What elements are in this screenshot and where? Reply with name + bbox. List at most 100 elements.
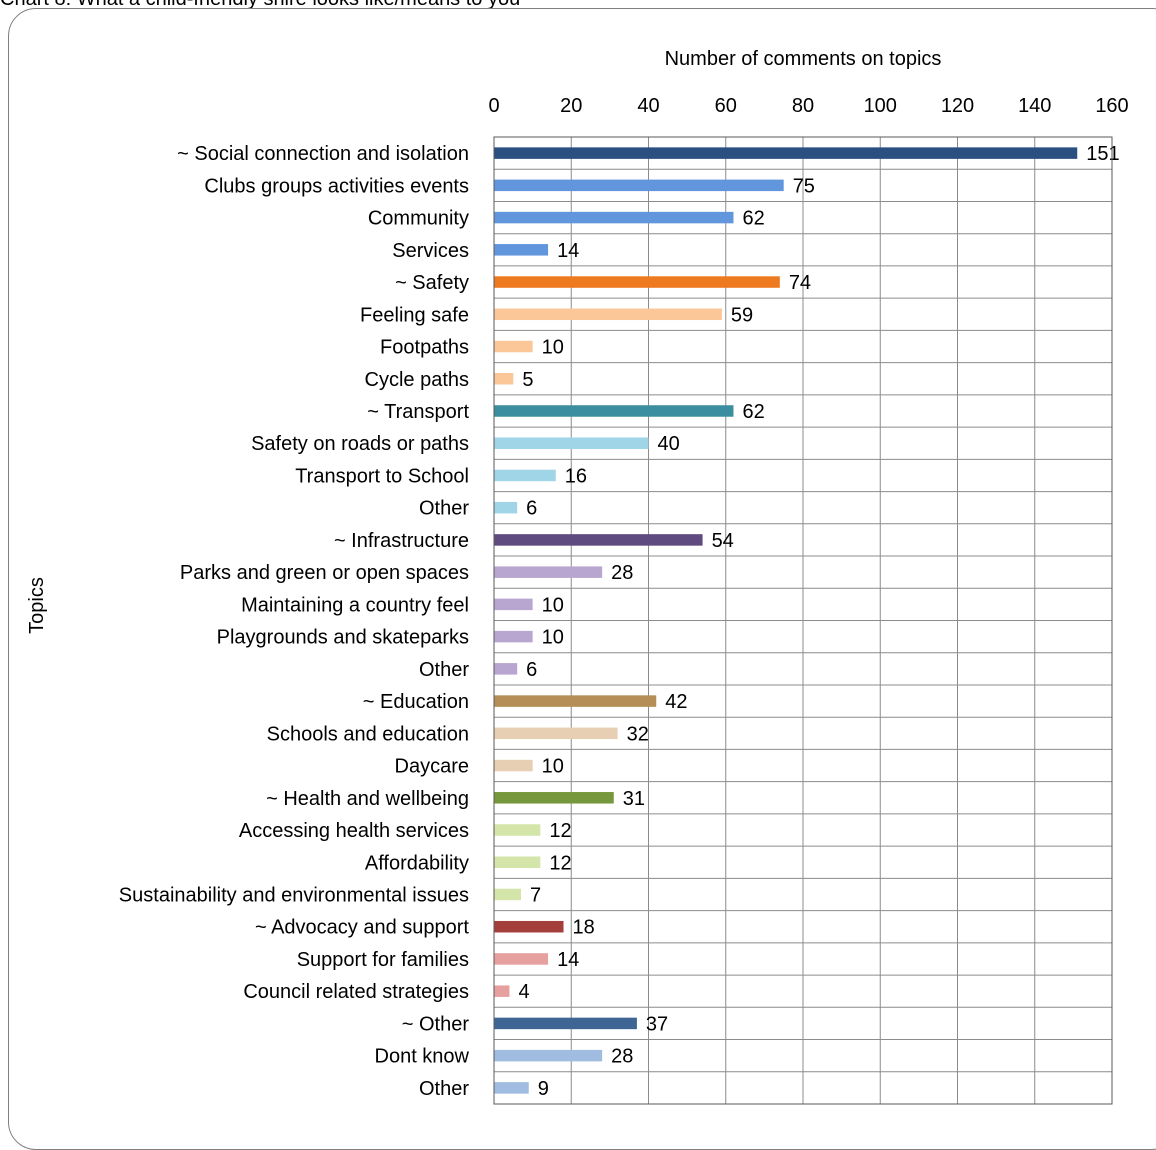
category-label: ~ Other — [402, 1013, 470, 1035]
data-label: 74 — [789, 272, 811, 294]
bar — [494, 792, 614, 804]
data-label: 9 — [538, 1078, 549, 1100]
category-label: Cycle paths — [365, 369, 470, 391]
page-caption: Chart 8: What a child-friendly shire loo… — [0, 0, 520, 11]
category-label: Schools and education — [267, 723, 469, 745]
category-label: Council related strategies — [243, 981, 469, 1003]
data-label: 37 — [646, 1013, 668, 1035]
bar — [494, 920, 564, 933]
bar — [494, 695, 657, 707]
data-label: 62 — [742, 208, 764, 230]
category-label: Dont know — [375, 1046, 470, 1068]
bar — [494, 727, 618, 740]
data-label: 4 — [518, 981, 529, 1003]
data-label: 14 — [557, 240, 579, 262]
x-tick-label: 100 — [864, 95, 897, 117]
bar — [494, 373, 514, 385]
bar — [494, 1082, 529, 1094]
bar — [494, 1017, 637, 1030]
bar — [494, 534, 703, 546]
category-label: ~ Health and wellbeing — [266, 788, 469, 810]
category-label: ~ Advocacy and support — [255, 917, 469, 939]
x-tick-label: 140 — [1018, 95, 1051, 117]
data-label: 10 — [542, 337, 564, 359]
bar — [494, 1049, 603, 1062]
data-label: 14 — [557, 949, 579, 971]
category-label: Maintaining a country feel — [241, 594, 469, 616]
bar — [494, 630, 533, 643]
data-label: 54 — [712, 530, 734, 552]
category-label: ~ Education — [363, 691, 469, 713]
data-label: 75 — [793, 175, 815, 197]
bar — [494, 985, 510, 997]
bar — [494, 856, 541, 868]
x-tick-label: 160 — [1095, 95, 1128, 117]
data-label: 6 — [526, 498, 537, 520]
data-label: 6 — [526, 659, 537, 681]
data-label: 18 — [573, 917, 595, 939]
x-axis-title: Number of comments on topics — [665, 48, 942, 70]
data-label: 151 — [1086, 143, 1119, 165]
data-label: 10 — [542, 627, 564, 649]
category-label: ~ Infrastructure — [334, 530, 469, 552]
bar — [494, 276, 780, 288]
category-label: Services — [392, 240, 469, 262]
data-label: 12 — [549, 820, 571, 842]
category-label: Other — [419, 659, 469, 681]
bar — [494, 598, 533, 611]
bar — [494, 888, 522, 901]
bar — [494, 759, 533, 772]
bar — [494, 953, 549, 965]
bar — [494, 469, 556, 482]
bar — [494, 437, 649, 449]
category-label: Accessing health services — [239, 820, 469, 842]
data-label: 40 — [658, 433, 680, 455]
category-label: Other — [419, 1078, 469, 1100]
data-label: 28 — [611, 1046, 633, 1068]
category-label: Footpaths — [380, 337, 469, 359]
data-label: 12 — [549, 852, 571, 874]
bar — [494, 566, 603, 578]
data-label: 32 — [627, 723, 649, 745]
category-label: ~ Safety — [395, 272, 469, 294]
data-label: 5 — [522, 369, 533, 391]
category-label: ~ Transport — [367, 401, 469, 423]
x-tick-label: 0 — [488, 95, 499, 117]
bar — [494, 308, 722, 321]
bar — [494, 244, 549, 256]
bar — [494, 147, 1078, 159]
data-label: 28 — [611, 562, 633, 584]
category-label: Sustainability and environmental issues — [119, 884, 469, 906]
category-label: Daycare — [395, 756, 469, 778]
category-label: Community — [368, 208, 469, 230]
bar — [494, 179, 784, 192]
category-label: Other — [419, 498, 469, 520]
data-label: 42 — [665, 691, 687, 713]
category-label: Clubs groups activities events — [204, 175, 469, 197]
category-label: Support for families — [297, 949, 469, 971]
x-tick-label: 20 — [560, 95, 582, 117]
category-label: Affordability — [365, 852, 469, 874]
bar — [494, 663, 518, 675]
category-label: ~ Social connection and isolation — [177, 143, 469, 165]
x-tick-label: 120 — [941, 95, 974, 117]
category-label: Playgrounds and skateparks — [217, 627, 469, 649]
data-label: 7 — [530, 884, 541, 906]
bar — [494, 405, 734, 417]
data-label: 16 — [565, 465, 587, 487]
y-axis-title: Topics — [26, 577, 48, 634]
bar — [494, 340, 533, 353]
data-label: 59 — [731, 304, 753, 326]
data-label: 10 — [542, 756, 564, 778]
category-label: Feeling safe — [360, 304, 469, 326]
plot-border — [493, 136, 1113, 1105]
x-tick-label: 40 — [637, 95, 659, 117]
category-label: Safety on roads or paths — [251, 433, 469, 455]
category-label: Parks and green or open spaces — [180, 562, 469, 584]
bar — [494, 211, 734, 224]
data-label: 62 — [742, 401, 764, 423]
x-tick-label: 60 — [715, 95, 737, 117]
bar — [494, 501, 518, 514]
category-label: Transport to School — [295, 465, 469, 487]
